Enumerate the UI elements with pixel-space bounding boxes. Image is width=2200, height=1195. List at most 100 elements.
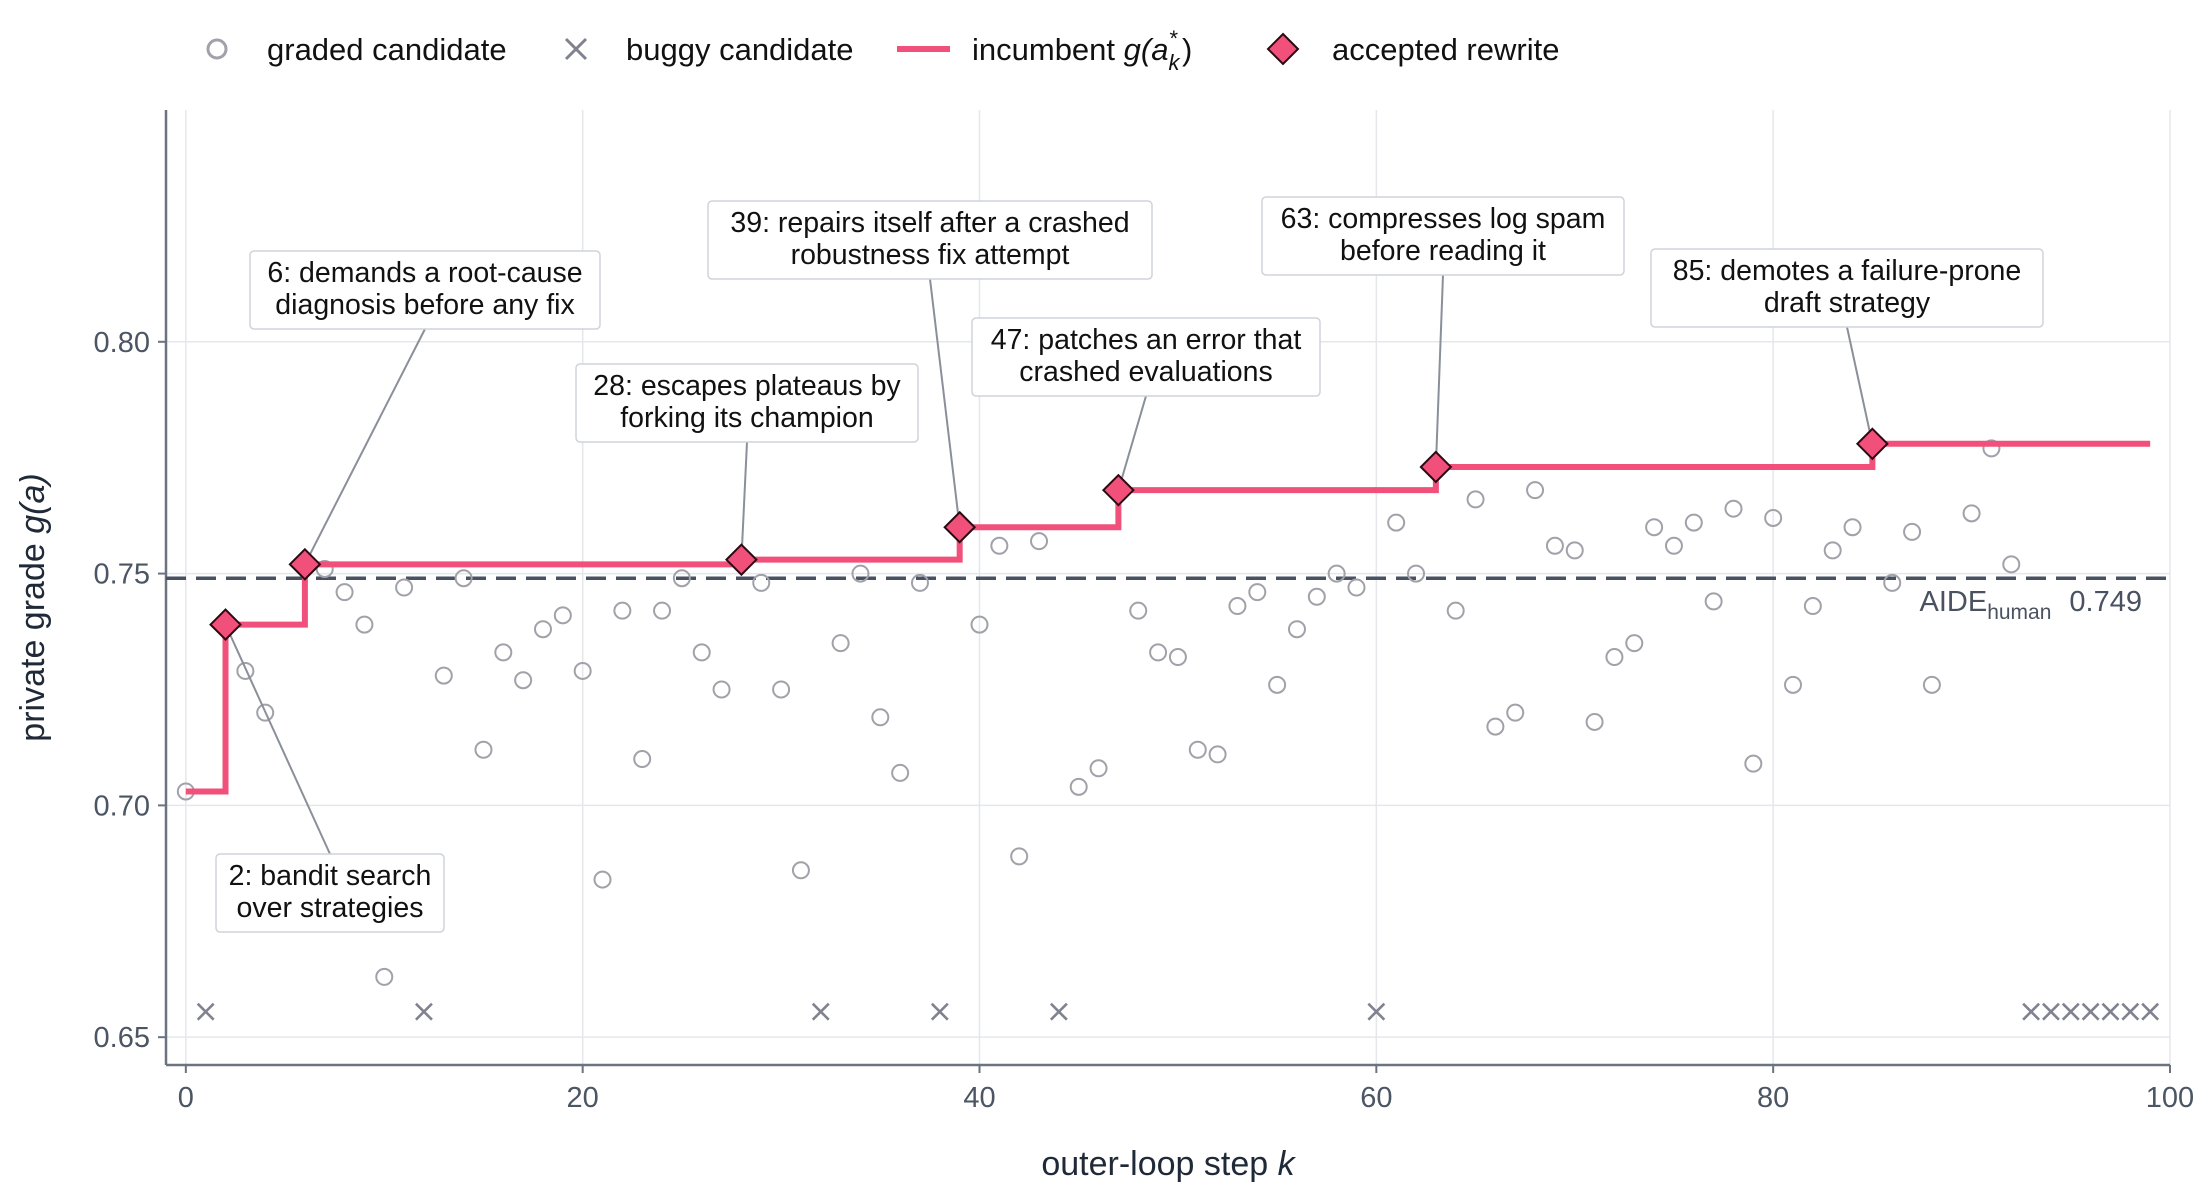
graded-point xyxy=(1287,620,1306,639)
annotation-text: draft strategy xyxy=(1764,287,1931,319)
graded-point xyxy=(1764,508,1783,527)
legend-incumbent-label: incumbent g(ak*) xyxy=(972,26,1192,75)
graded-point xyxy=(395,578,414,597)
y-axis-label-var: g(a) xyxy=(14,473,52,533)
accepted-rewrites xyxy=(209,427,1889,642)
graded-point xyxy=(772,680,791,699)
x-tick-label: 100 xyxy=(2146,1082,2194,1114)
graded-point xyxy=(1704,592,1723,611)
graded-point xyxy=(1486,717,1505,736)
graded-point xyxy=(1327,564,1346,583)
annotation-text: 47: patches an error that xyxy=(991,324,1302,356)
graded-point xyxy=(1803,597,1822,616)
graded-point xyxy=(553,606,572,625)
annotation-text: 2: bandit search xyxy=(229,860,432,892)
graded-point xyxy=(1089,759,1108,778)
accepted-point xyxy=(1101,473,1135,507)
legend-graded-marker xyxy=(206,38,228,60)
graded-point xyxy=(990,536,1009,555)
accepted-point xyxy=(209,608,242,642)
buggy-point xyxy=(415,1002,433,1021)
accepted-point xyxy=(943,510,977,544)
annotation-text: crashed evaluations xyxy=(1019,356,1273,388)
graded-point xyxy=(256,703,275,722)
graded-point xyxy=(1446,601,1465,620)
graded-point xyxy=(791,861,810,880)
y-tick-label: 0.75 xyxy=(94,559,150,591)
x-tick-label: 60 xyxy=(1360,1082,1392,1114)
annotation-text: diagnosis before any fix xyxy=(275,289,574,321)
graded-point xyxy=(1387,513,1406,532)
baseline-label-sub: human xyxy=(1987,601,2051,624)
graded-point xyxy=(1962,504,1981,523)
annotation-box xyxy=(1650,248,2044,328)
y-tick-label: 0.65 xyxy=(94,1022,150,1054)
graded-point xyxy=(375,967,394,986)
graded-point xyxy=(653,601,672,620)
annotation-leader xyxy=(1434,274,1444,468)
annotation-text: 6: demands a root-cause xyxy=(267,257,582,289)
legend-graded-label: graded candidate xyxy=(267,32,507,67)
graded-point xyxy=(454,569,473,588)
graded-point xyxy=(1684,513,1703,532)
annotation-text: before reading it xyxy=(1340,235,1546,267)
graded-point xyxy=(1664,536,1683,555)
graded-point xyxy=(1268,675,1287,694)
y-axis-label: private grade g(a) xyxy=(14,473,52,741)
graded-point xyxy=(1565,541,1584,560)
graded-point xyxy=(573,661,592,680)
buggy-point xyxy=(2101,1002,2120,1021)
x-tick-label: 40 xyxy=(963,1082,995,1114)
graded-point xyxy=(1784,675,1803,694)
legend-incumbent-text: incumbent xyxy=(972,32,1124,67)
buggy-candidates xyxy=(196,1002,2160,1021)
graded-point xyxy=(1645,518,1664,537)
buggy-point xyxy=(2042,1002,2060,1021)
annotation-leader xyxy=(1117,395,1147,491)
buggy-point xyxy=(2022,1002,2041,1021)
annotation-text: 85: demotes a failure-prone xyxy=(1673,255,2022,287)
graded-point xyxy=(910,573,929,592)
graded-point xyxy=(891,763,910,782)
graded-point xyxy=(355,615,374,634)
graded-point xyxy=(672,569,691,588)
annotation-leader xyxy=(304,328,426,565)
graded-point xyxy=(474,740,493,759)
incumbent xyxy=(185,440,2151,795)
y-axis-label-text: private grade xyxy=(14,534,52,742)
annotation: 39: repairs itself after a crashedrobust… xyxy=(707,200,1153,280)
annotation-box xyxy=(1261,196,1625,276)
x-axis-label-var: k xyxy=(1278,1145,1297,1183)
x-axis-label: outer-loop step k xyxy=(1041,1145,1296,1183)
accepted-point xyxy=(1855,427,1889,461)
graded-point xyxy=(831,634,850,653)
y-tick-label: 0.80 xyxy=(94,327,150,359)
graded-point xyxy=(1466,490,1485,509)
accepted-point xyxy=(724,543,758,577)
baseline-label-main: AIDE xyxy=(1920,586,1988,618)
baseline-label: AIDEhuman 0.749 xyxy=(1920,586,2142,624)
annotation-leader xyxy=(929,278,961,528)
graded-point xyxy=(1149,643,1168,662)
legend: graded candidate buggy candidate incumbent… xyxy=(206,26,1559,75)
legend-accepted-label: accepted rewrite xyxy=(1332,32,1559,67)
axes: 0 20 40 60 80 100 0.65 0.70 0.75 0.80 outer-loop s… xyxy=(14,110,2194,1183)
graded-point xyxy=(712,680,731,699)
accepted-point xyxy=(1419,450,1453,484)
graded-point xyxy=(1010,847,1029,866)
annotation-box xyxy=(575,363,919,443)
graded-point xyxy=(1903,522,1922,541)
graded-point xyxy=(1526,481,1545,500)
graded-point xyxy=(1347,578,1366,597)
graded-point xyxy=(1188,740,1207,759)
graded-point xyxy=(1248,583,1267,602)
graded-point xyxy=(236,661,255,680)
graded-point xyxy=(851,564,870,583)
graded-candidates xyxy=(176,439,2021,986)
graded-point xyxy=(1129,601,1148,620)
